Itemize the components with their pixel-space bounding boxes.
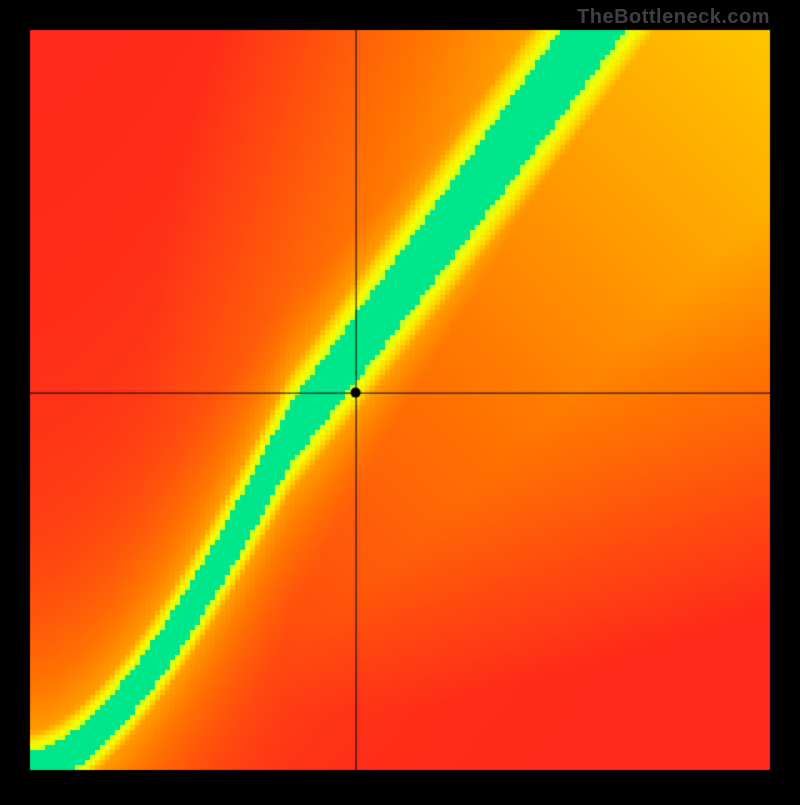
watermark-text: TheBottleneck.com <box>577 6 770 29</box>
chart-container: TheBottleneck.com <box>0 0 800 800</box>
heatmap-canvas <box>0 0 800 800</box>
